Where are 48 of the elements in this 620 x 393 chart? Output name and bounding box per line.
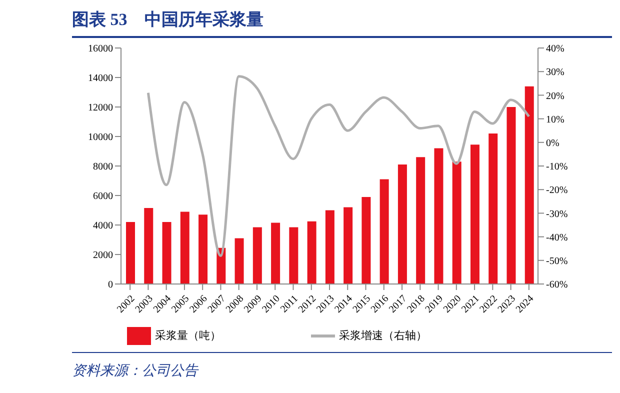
bar bbox=[162, 222, 172, 284]
y-tick-label: 16000 bbox=[88, 44, 113, 55]
legend-label: 采浆增速（右轴） bbox=[339, 329, 427, 342]
y2-tick-label: -30% bbox=[546, 208, 568, 220]
y-tick-label: 10000 bbox=[88, 132, 113, 144]
y2-tick-label: 30% bbox=[546, 67, 564, 78]
bar bbox=[126, 222, 135, 284]
y-tick-label: 2000 bbox=[93, 250, 113, 262]
y-tick-label: 6000 bbox=[93, 191, 113, 202]
y-tick-label: 14000 bbox=[88, 73, 113, 84]
y2-tick-label: 20% bbox=[546, 90, 564, 102]
bar bbox=[234, 238, 244, 284]
y2-tick-label: -50% bbox=[546, 256, 568, 267]
y-tick-label: 8000 bbox=[93, 162, 113, 173]
bar bbox=[271, 222, 280, 284]
bar bbox=[362, 196, 371, 284]
y2-tick-label: 40% bbox=[546, 44, 564, 55]
y2-tick-label: -40% bbox=[546, 232, 568, 244]
y-tick-label: 12000 bbox=[88, 102, 113, 114]
legend-label: 采浆量（吨） bbox=[155, 329, 221, 342]
bar bbox=[434, 148, 444, 284]
bar bbox=[380, 179, 389, 284]
bar bbox=[344, 207, 353, 284]
bar bbox=[252, 227, 262, 284]
bar bbox=[307, 221, 316, 284]
bar bbox=[416, 157, 426, 284]
bar bbox=[488, 134, 498, 284]
bar bbox=[180, 212, 190, 284]
bar bbox=[198, 214, 208, 284]
bar bbox=[452, 162, 462, 284]
text: 资料来源：公司公告 bbox=[72, 362, 198, 380]
y2-tick-label: -10% bbox=[546, 162, 568, 173]
bar bbox=[524, 86, 534, 284]
y2-tick-label: -20% bbox=[546, 185, 568, 196]
bar bbox=[470, 144, 480, 284]
bar bbox=[398, 164, 407, 284]
y-tick-label: 4000 bbox=[93, 220, 113, 232]
bar bbox=[506, 107, 516, 284]
y2-tick-label: 10% bbox=[546, 114, 564, 126]
bar bbox=[144, 208, 154, 284]
bar bbox=[325, 210, 334, 284]
y2-tick-label: -60% bbox=[546, 280, 568, 291]
y-tick-label: 0 bbox=[108, 280, 113, 291]
chart-title: 图表 53 中国历年采浆量 bbox=[72, 9, 264, 31]
y2-tick-label: 0% bbox=[546, 138, 560, 149]
x-tick-label: 2011 bbox=[278, 293, 300, 316]
bar bbox=[289, 227, 298, 284]
line-series bbox=[146, 75, 530, 257]
